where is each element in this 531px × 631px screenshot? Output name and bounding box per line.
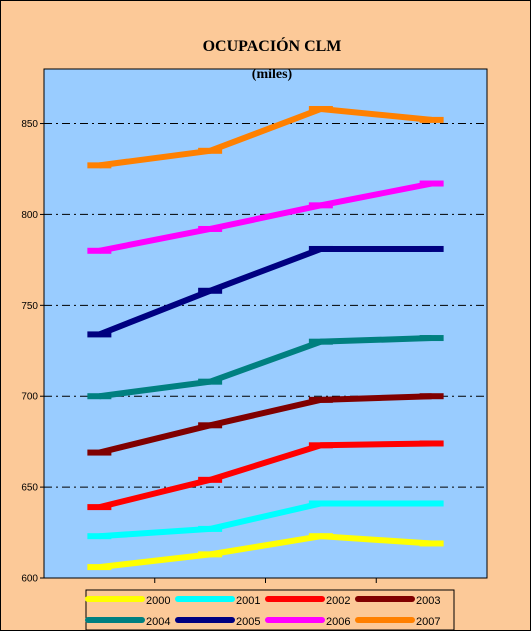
y-tick-label: 600 (21, 574, 38, 585)
data-point-2001 (198, 525, 223, 532)
legend-label-2001: 2001 (236, 595, 260, 607)
series-line-2004 (98, 335, 432, 400)
legend: 2000 2001 2002 2003 2004 2005 2006 2007 (85, 589, 455, 631)
data-point-2005 (87, 331, 112, 338)
data-point-2000 (87, 564, 112, 571)
chart-subtitle: (miles) (252, 67, 293, 82)
legend-label-2000: 2000 (146, 595, 170, 607)
y-tick-label: 750 (21, 301, 38, 312)
data-point-2005 (308, 245, 333, 252)
data-point-2002 (308, 442, 333, 449)
plot-area (43, 68, 488, 579)
data-point-2002 (87, 504, 112, 511)
legend-label-2004: 2004 (146, 616, 170, 628)
data-point-2000 (419, 540, 444, 547)
data-point-2003 (419, 393, 444, 400)
y-tick-label: 650 (21, 483, 38, 494)
data-point-2001 (87, 533, 112, 540)
data-point-2005 (198, 287, 223, 294)
data-point-2004 (87, 393, 112, 400)
data-point-2007 (419, 116, 444, 123)
y-tick-label: 700 (21, 392, 38, 403)
data-point-2001 (308, 500, 333, 507)
y-tick-label: 800 (21, 210, 38, 221)
data-point-2006 (87, 247, 112, 254)
data-point-2003 (198, 422, 223, 429)
data-point-2001 (419, 500, 444, 507)
legend-label-2002: 2002 (326, 595, 350, 607)
data-point-2003 (308, 396, 333, 403)
data-point-2000 (198, 551, 223, 558)
data-point-2004 (308, 338, 333, 345)
data-point-2007 (87, 162, 112, 169)
series-line-2003 (98, 393, 432, 456)
data-point-2000 (308, 533, 333, 540)
data-point-2003 (87, 449, 112, 456)
series-line-2005 (98, 245, 432, 338)
series-line-2002 (98, 440, 432, 511)
series-line-2001 (99, 500, 432, 540)
legend-label-2005: 2005 (236, 616, 260, 628)
data-point-2005 (419, 245, 444, 252)
series-group (87, 105, 444, 571)
data-point-2007 (198, 147, 223, 154)
data-point-2004 (198, 378, 223, 385)
legend-label-2003: 2003 (416, 595, 440, 607)
series-line-2007 (98, 105, 432, 169)
data-point-2004 (419, 335, 444, 342)
y-tick-label: 850 (21, 119, 38, 130)
data-point-2006 (308, 202, 333, 209)
data-point-2002 (198, 476, 223, 483)
y-axis: 600 650 700 750 800 850 (21, 119, 44, 585)
data-point-2006 (419, 180, 444, 187)
x-ticks (154, 578, 377, 583)
series-line-2000 (99, 533, 432, 571)
data-point-2006 (198, 225, 223, 232)
legend-label-2006: 2006 (326, 616, 350, 628)
series-line-2006 (98, 180, 433, 254)
chart-title: OCUPACIÓN CLM (203, 36, 342, 55)
legend-label-2007: 2007 (416, 616, 440, 628)
data-point-2007 (308, 105, 333, 112)
data-point-2002 (419, 440, 444, 447)
